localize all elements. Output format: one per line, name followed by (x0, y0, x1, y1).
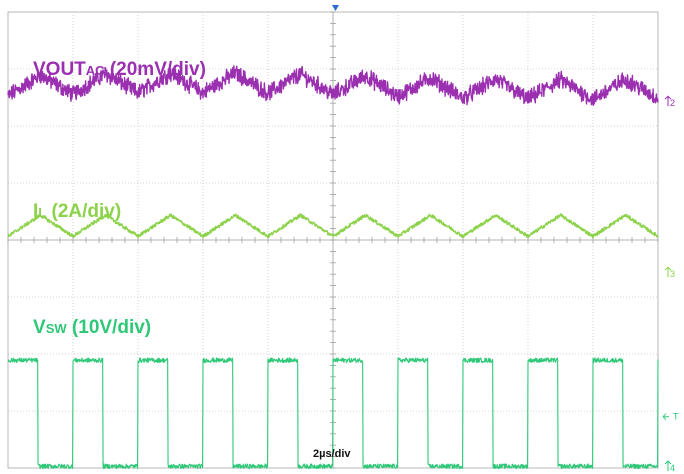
trigger-marker-label: T (673, 412, 679, 422)
il-label: IL (2A/div) (33, 201, 122, 222)
il-trace (7, 213, 659, 239)
vsw-label: VSW (10V/div) (33, 317, 152, 338)
trigger-level-icon (662, 413, 669, 421)
ground-marker-icon (664, 460, 672, 471)
vsw-trace (7, 357, 659, 470)
ground-marker-icon (664, 266, 672, 278)
timebase-label: 2µs/div (313, 448, 351, 460)
ground-marker-icon (664, 95, 672, 107)
channel-number: 4 (670, 463, 675, 473)
channel-number: 3 (670, 269, 675, 279)
vout-label: VOUTAC (20mV/div) (33, 59, 206, 80)
channel-markers: 2 3 4 T (662, 95, 679, 473)
traces (7, 65, 659, 470)
trigger-position-icon (332, 5, 339, 11)
channel-number: 2 (670, 98, 675, 108)
vout-trace (7, 65, 659, 106)
